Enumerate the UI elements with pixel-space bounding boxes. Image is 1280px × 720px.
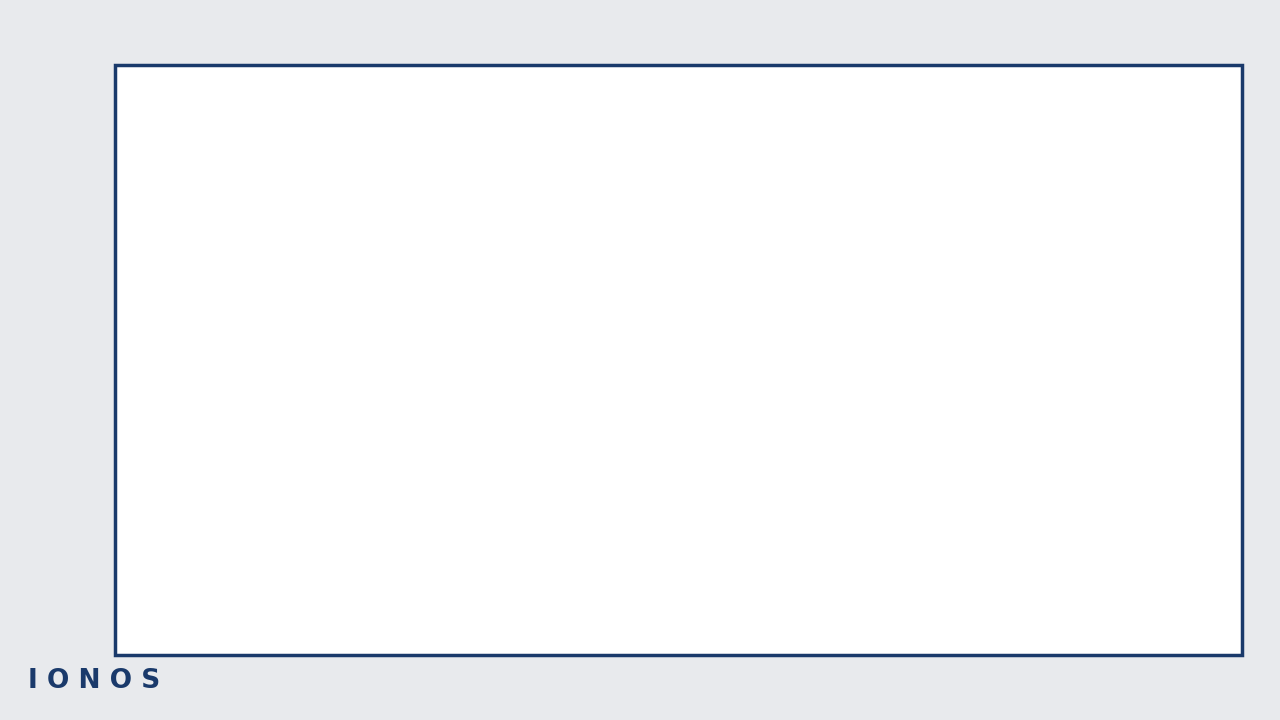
Text: {joinSpec=...}: {joinSpec=...} bbox=[521, 256, 617, 269]
Text: Parallelisierungknoten: Parallelisierungknoten bbox=[186, 205, 356, 220]
Text: I O N O S: I O N O S bbox=[28, 668, 160, 694]
Text: Objektfluss: Objektfluss bbox=[664, 284, 750, 299]
Text: Synchronisationsknoten: Synchronisationsknoten bbox=[480, 205, 663, 220]
Text: Kontrollfluss: Kontrollfluss bbox=[664, 436, 758, 450]
Text: Ohne Kanten: Ohne Kanten bbox=[787, 205, 887, 220]
Text: Kombination: Kombination bbox=[979, 205, 1075, 220]
